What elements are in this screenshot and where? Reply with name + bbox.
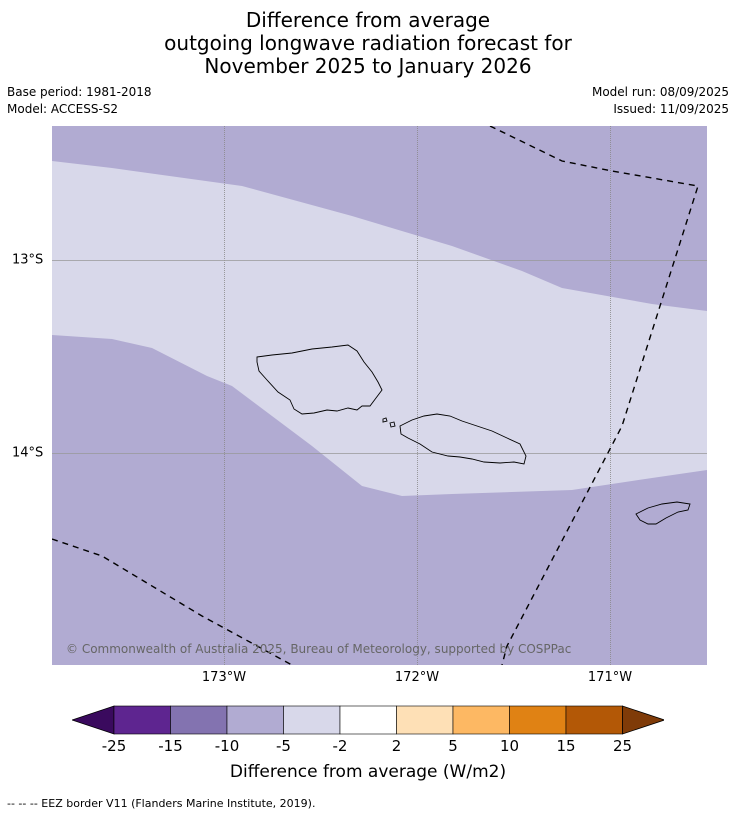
colorbar-tick-label: 10 bbox=[499, 737, 520, 755]
colorbar-segment bbox=[113, 705, 171, 735]
colorbar-segment bbox=[283, 705, 341, 735]
copyright-text: © Commonwealth of Australia 2025, Bureau… bbox=[66, 642, 571, 656]
base-period: Base period: 1981-2018 bbox=[7, 85, 152, 99]
colorbar-over-triangle bbox=[622, 705, 664, 735]
colorbar-tick-label: -15 bbox=[158, 737, 183, 755]
small-island-1 bbox=[382, 417, 388, 423]
colorbar-segment bbox=[396, 705, 454, 735]
colorbar-tick-label: -5 bbox=[276, 737, 291, 755]
eez-border bbox=[489, 126, 699, 665]
lat-label-14s: 14°S bbox=[12, 445, 44, 461]
colorbar-segment bbox=[170, 705, 228, 735]
colorbar-segment bbox=[565, 705, 623, 735]
savaii-island bbox=[256, 344, 383, 415]
lon-label-173w: 173°W bbox=[201, 670, 247, 685]
eez-border-lower bbox=[52, 538, 293, 665]
footnote: -- -- -- EEZ border V11 (Flanders Marine… bbox=[7, 797, 316, 810]
colorbar-under-triangle bbox=[72, 705, 115, 735]
tutuila-island bbox=[635, 501, 691, 525]
upolu-island bbox=[399, 413, 527, 465]
small-island-2 bbox=[389, 421, 396, 428]
meta-left: Base period: 1981-2018 Model: ACCESS-S2 bbox=[7, 84, 152, 118]
anomaly-zone-near-zero bbox=[52, 161, 707, 496]
colorbar bbox=[72, 705, 664, 735]
title-line-3: November 2025 to January 2026 bbox=[204, 54, 532, 78]
colorbar-segment bbox=[226, 705, 284, 735]
lat-label-13s: 13°S bbox=[12, 252, 44, 268]
colorbar-tick-label: 5 bbox=[448, 737, 458, 755]
colorbar-tick-label: 2 bbox=[391, 737, 402, 755]
colorbar-tick-label: -2 bbox=[332, 737, 348, 755]
issued-date: Issued: 11/09/2025 bbox=[613, 102, 729, 116]
map-panel: © Commonwealth of Australia 2025, Bureau… bbox=[52, 126, 707, 665]
colorbar-tick-label: -25 bbox=[101, 737, 127, 755]
title-line-2: outgoing longwave radiation forecast for bbox=[164, 31, 572, 55]
lon-label-172w: 172°W bbox=[394, 670, 440, 685]
lon-label-171w: 171°W bbox=[587, 670, 633, 685]
colorbar-segment bbox=[339, 705, 397, 735]
model-run: Model run: 08/09/2025 bbox=[591, 85, 729, 99]
model-name: Model: ACCESS-S2 bbox=[7, 102, 119, 116]
colorbar-tick-label: 15 bbox=[556, 737, 576, 755]
colorbar-segment bbox=[509, 705, 567, 735]
colorbar-tick-label: -10 bbox=[214, 737, 240, 755]
colorbar-segment bbox=[452, 705, 510, 735]
colorbar-title: Difference from average (W/m2) bbox=[229, 762, 507, 782]
meta-right: Model run: 08/09/2025 Issued: 11/09/2025 bbox=[592, 84, 729, 118]
title-line-1: Difference from average bbox=[245, 8, 491, 32]
colorbar-tick-label: 25 bbox=[612, 737, 633, 755]
